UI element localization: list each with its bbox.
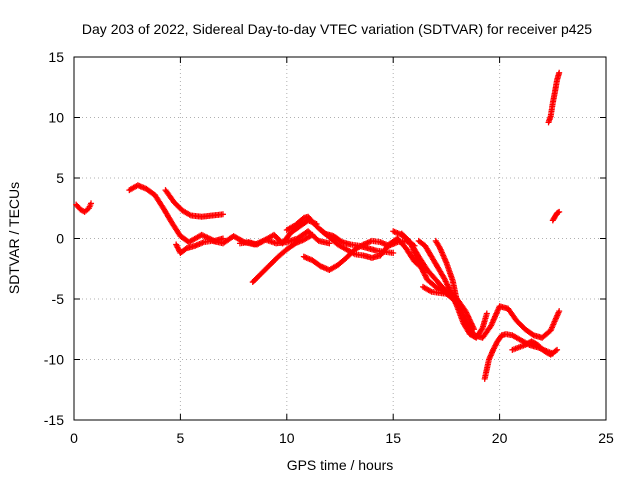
data-point <box>554 346 561 353</box>
y-tick-label: 15 <box>48 49 64 65</box>
y-tick-label: 0 <box>56 231 64 247</box>
x-tick-label: 15 <box>385 430 401 446</box>
axis-ticks: 0 5 10 15 20 25 -15 -10 -5 0 5 10 15 <box>44 49 614 446</box>
data-point <box>556 69 563 76</box>
data-point <box>483 310 490 317</box>
data-points <box>73 69 563 382</box>
x-axis-label: GPS time / hours <box>287 457 394 473</box>
data-point <box>219 211 226 218</box>
x-tick-label: 0 <box>70 430 78 446</box>
y-axis-label: SDTVAR / TECUs <box>6 182 22 294</box>
data-point <box>390 250 397 257</box>
data-point <box>556 308 563 315</box>
data-point <box>309 231 316 238</box>
x-tick-label: 25 <box>598 430 614 446</box>
data-point <box>556 208 563 215</box>
grid <box>74 57 606 420</box>
y-tick-label: -10 <box>44 352 64 368</box>
x-tick-label: 5 <box>177 430 185 446</box>
data-point <box>552 347 559 354</box>
data-point <box>471 326 478 333</box>
data-point <box>88 200 95 207</box>
chart-title: Day 203 of 2022, Sidereal Day-to-day VTE… <box>82 21 592 37</box>
y-tick-label: -5 <box>52 291 65 307</box>
y-tick-label: 10 <box>48 110 64 126</box>
x-tick-label: 10 <box>279 430 295 446</box>
y-tick-label: -15 <box>44 412 64 428</box>
y-tick-label: 5 <box>56 170 64 186</box>
x-tick-label: 20 <box>492 430 508 446</box>
data-point <box>326 240 333 247</box>
